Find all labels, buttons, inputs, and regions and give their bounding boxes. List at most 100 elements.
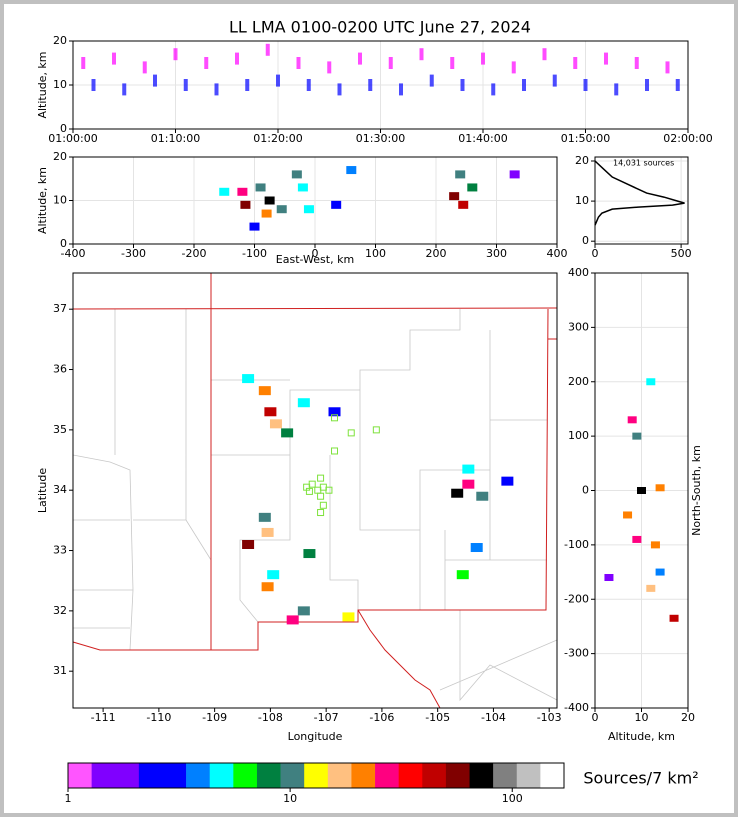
x-tick-label: -200 <box>182 247 207 260</box>
y-tick-label: 31 <box>53 664 67 677</box>
marks <box>219 166 520 231</box>
density-cell <box>655 568 665 576</box>
source-streak <box>583 79 588 91</box>
density-cell <box>646 584 656 592</box>
plot-frame <box>72 272 558 709</box>
station <box>317 492 325 500</box>
panel: 0 500 0 10 20 14,031 sources <box>575 154 692 260</box>
y-tick-label: 36 <box>53 363 67 376</box>
x-tick-label: 300 <box>486 247 507 260</box>
density-cell <box>269 419 282 429</box>
density-cell <box>462 479 475 489</box>
source-streak <box>153 74 157 87</box>
source-streak <box>450 57 455 69</box>
density-cell <box>328 407 341 417</box>
y-tick-label: 20 <box>53 34 67 47</box>
station <box>347 429 355 437</box>
density-cell <box>650 541 660 549</box>
density-cell <box>646 378 656 386</box>
source-streak <box>214 83 219 96</box>
density-cell <box>501 476 514 486</box>
marks <box>81 43 680 96</box>
colorbar-segment <box>138 763 163 788</box>
source-streak <box>634 57 639 69</box>
station <box>331 414 339 422</box>
x-tick-label: -111 <box>91 711 116 724</box>
x-tick-label: -110 <box>146 711 171 724</box>
x-tick-label: 01:00:00 <box>48 132 97 145</box>
density-cell <box>286 615 299 625</box>
y-tick-label: 0 <box>582 234 589 247</box>
x-tick-label: -104 <box>481 711 506 724</box>
colorbar-segment <box>375 763 399 788</box>
source-profile <box>594 160 685 226</box>
source-streak <box>358 52 362 65</box>
source-streak <box>573 57 578 69</box>
x-tick-label: -103 <box>537 711 562 724</box>
density-cell <box>632 432 642 440</box>
colorbar-frame <box>67 762 565 789</box>
colorbar-segment <box>351 763 376 788</box>
source-streak <box>368 79 373 91</box>
density-cell <box>258 512 271 522</box>
source-streak <box>511 61 516 74</box>
density-cell <box>297 398 310 408</box>
density-cell <box>242 539 255 549</box>
density-cell <box>632 535 642 543</box>
source-streak <box>327 61 332 74</box>
y-tick-label: 10 <box>575 194 589 207</box>
source-streak <box>481 52 485 65</box>
density-cell <box>346 166 357 175</box>
y-tick-label: 35 <box>53 423 67 436</box>
colorbar-segment <box>233 763 258 788</box>
x-tick-label: -100 <box>242 247 267 260</box>
station <box>308 480 316 488</box>
density-cell <box>476 491 489 501</box>
y-tick-label: 0 <box>582 484 589 497</box>
source-streak <box>204 57 209 69</box>
colorbar-segment <box>115 763 140 788</box>
x-tick-label: 200 <box>426 247 447 260</box>
colorbar-segment <box>422 763 447 788</box>
colorbar-segment <box>162 763 187 788</box>
density-cell <box>467 183 478 192</box>
density-cell <box>264 407 277 417</box>
source-streak <box>491 83 496 96</box>
density-cell <box>261 582 274 592</box>
y-tick-label: -300 <box>564 647 589 660</box>
colorbar-segment <box>327 763 352 788</box>
source-streak <box>614 83 619 96</box>
density-cell <box>237 187 248 196</box>
source-streak <box>245 79 250 91</box>
x-tick-label: -106 <box>369 711 394 724</box>
source-streak <box>81 57 86 69</box>
density-cell <box>291 170 302 179</box>
x-tick-label: -300 <box>121 247 146 260</box>
y-tick-label: 300 <box>568 320 589 333</box>
source-streak <box>552 74 557 87</box>
x-tick-label: 02:00:00 <box>663 132 712 145</box>
density-cell <box>455 170 466 179</box>
y-tick-label: 400 <box>568 266 589 279</box>
source-streak <box>542 48 547 61</box>
density-cell <box>623 511 633 519</box>
colorbar-segment <box>186 763 211 788</box>
y-tick-label: 37 <box>53 302 67 315</box>
source-streak <box>419 48 424 61</box>
x-tick-label: -400 <box>61 247 86 260</box>
x-tick-label: -109 <box>202 711 227 724</box>
y-tick-label: 10 <box>53 194 67 207</box>
grid <box>72 40 689 130</box>
density-cell <box>249 222 260 231</box>
colorbar-segment <box>516 763 541 788</box>
station <box>305 487 313 495</box>
station <box>317 474 325 482</box>
source-streak <box>306 79 311 91</box>
colorbar-segment <box>68 763 92 788</box>
colorbar-tick-label: 1 <box>65 792 72 805</box>
x-tick-label: 01:40:00 <box>458 132 507 145</box>
y-tick-label: 32 <box>53 604 67 617</box>
density-cell <box>297 183 308 192</box>
density-cell <box>255 183 266 192</box>
source-streak <box>235 52 239 65</box>
